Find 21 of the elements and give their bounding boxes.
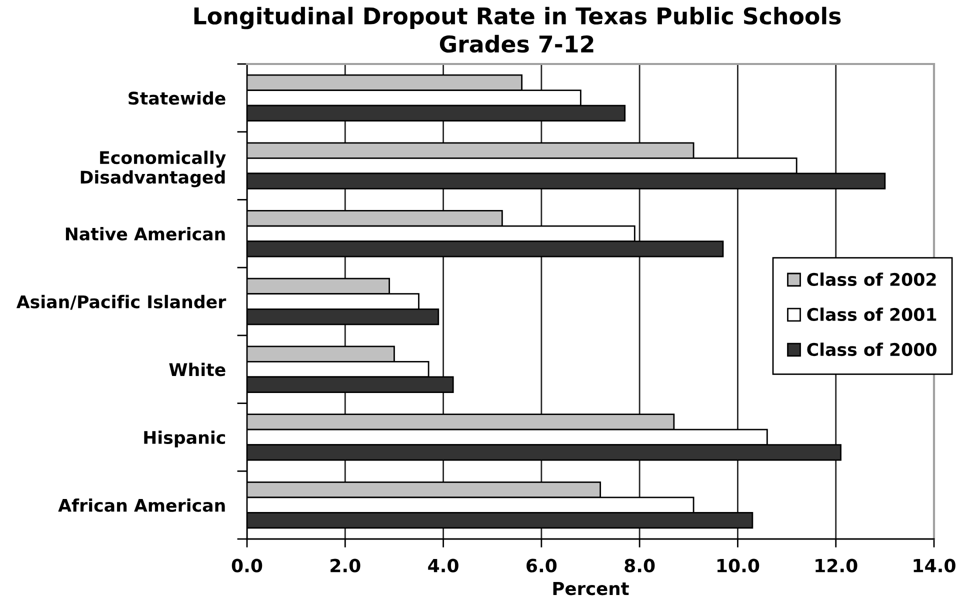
- y-tick-label: Asian/Pacific Islander: [16, 294, 226, 310]
- y-tick-label: Native American: [66, 227, 225, 240]
- y-tick-label: Statewide: [128, 91, 226, 105]
- y-tick-label: Economically Disadvantaged: [80, 150, 226, 188]
- y-tick-label: White: [169, 362, 226, 376]
- x-tick-label: 0.0: [232, 558, 262, 572]
- legend-label: Class of 2002: [807, 272, 936, 286]
- x-tick-label: 12.0: [816, 558, 858, 572]
- x-axis-title: Percent: [553, 582, 629, 596]
- x-tick-label: 2.0: [330, 558, 360, 572]
- x-tick-label: 6.0: [526, 558, 557, 572]
- x-tick-label: 8.0: [624, 558, 655, 572]
- y-tick-label: Hispanic: [144, 430, 226, 448]
- chart-subtitle: Grades 7-12: [440, 34, 594, 53]
- x-tick-label: 4.0: [428, 558, 458, 572]
- legend-label: Class of 2000: [807, 342, 936, 356]
- x-tick-label: 14.0: [914, 558, 956, 572]
- y-tick-label: African American: [58, 498, 225, 512]
- chart-title: Longitudinal Dropout Rate in Texas Public Schools: [194, 6, 841, 30]
- x-tick-label: 10.0: [717, 558, 760, 572]
- legend-label: Class of 2001: [807, 308, 936, 322]
